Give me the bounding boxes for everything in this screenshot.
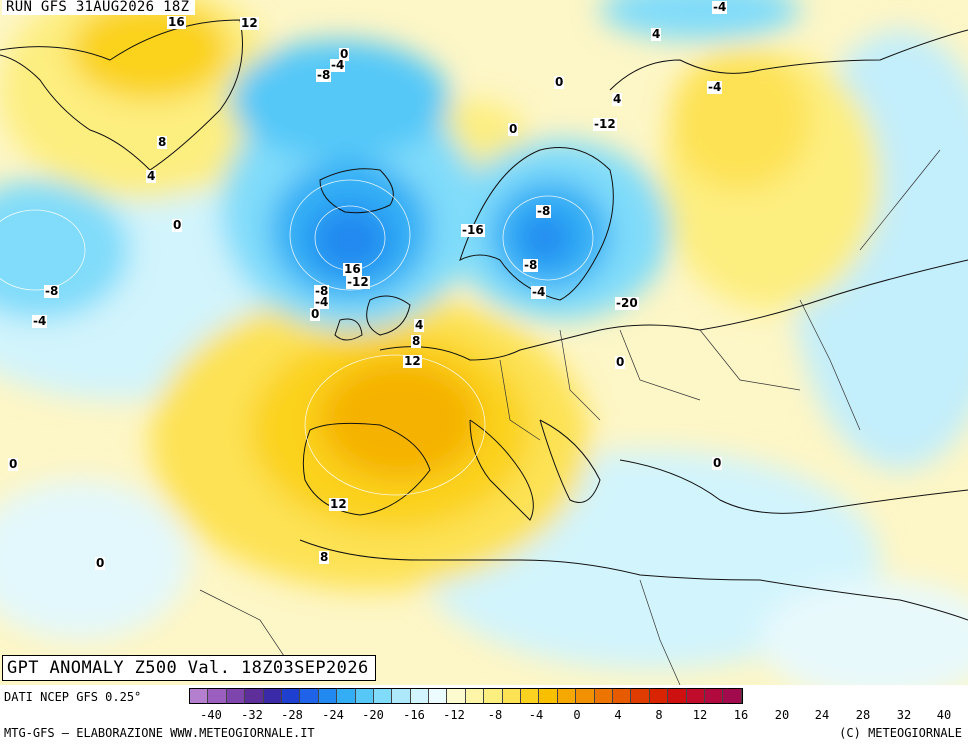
- contour-label: 0: [554, 75, 565, 89]
- contour-label: -8: [523, 258, 539, 272]
- colorbar-swatch: [429, 689, 448, 703]
- colorbar-tick-label: -4: [528, 708, 544, 722]
- contour-label: 16: [343, 262, 362, 276]
- colorbar-swatch: [465, 689, 485, 703]
- contour-label: 8: [319, 550, 330, 564]
- contour-label: -4: [32, 314, 48, 328]
- colorbar-swatch: [502, 689, 522, 703]
- colorbar-swatch: [484, 689, 503, 703]
- colorbar-swatch: [668, 689, 687, 703]
- colorbar-swatch: [704, 689, 724, 703]
- contour-label: -8: [316, 68, 332, 82]
- contour-label: -16: [461, 223, 485, 237]
- colorbar-tick-label: -20: [362, 708, 384, 722]
- colorbar-swatch: [686, 689, 705, 703]
- contour-label: -8: [44, 284, 60, 298]
- contour-label: -4: [330, 58, 346, 72]
- contour-label: 0: [339, 47, 350, 61]
- contour-label: -4: [707, 80, 723, 94]
- colorbar-tick-label: -12: [443, 708, 465, 722]
- colorbar-swatch: [245, 689, 264, 703]
- colorbar: [189, 688, 743, 704]
- colorbar-swatch: [281, 689, 301, 703]
- colorbar-swatch: [190, 689, 209, 703]
- colorbar-swatch: [318, 689, 338, 703]
- colorbar-swatch: [300, 689, 319, 703]
- contour-label: -12: [346, 275, 370, 289]
- colorbar-swatch: [521, 689, 540, 703]
- colorbar-swatch: [226, 689, 246, 703]
- colorbar-tick-label: 28: [855, 708, 871, 722]
- colorbar-tick-label: 4: [614, 708, 622, 722]
- colorbar-swatch: [631, 689, 650, 703]
- contour-label: -8: [536, 204, 552, 218]
- colorbar-swatch: [594, 689, 613, 703]
- contour-label: 0: [508, 122, 519, 136]
- run-label: RUN GFS 31AUG2026 18Z: [2, 0, 196, 15]
- contour-label: -4: [314, 295, 330, 309]
- contour-label: 0: [8, 457, 19, 471]
- colorbar-tick-label: 40: [936, 708, 952, 722]
- colorbar-tick-label: -40: [200, 708, 222, 722]
- colorbar-swatch: [208, 689, 227, 703]
- contour-label: 4: [146, 169, 157, 183]
- contour-label: 0: [172, 218, 183, 232]
- contour-label: 4: [651, 27, 662, 41]
- colorbar-tick-label: 8: [655, 708, 663, 722]
- contour-label: 12: [403, 354, 422, 368]
- colorbar-swatch: [447, 689, 466, 703]
- contour-label: 0: [95, 556, 106, 570]
- footer-copyright: (C) METEOGIORNALE: [839, 726, 962, 740]
- contour-label: -20: [615, 296, 639, 310]
- contour-label: 12: [240, 16, 259, 30]
- footer-credit: MTG-GFS — ELABORAZIONE WWW.METEOGIORNALE…: [4, 726, 315, 740]
- anomaly-map: RUN GFS 31AUG2026 18Z 16 12 0 -4 -8 8 4 …: [0, 0, 968, 685]
- colorbar-swatch: [723, 689, 742, 703]
- colorbar-tick-label: -16: [403, 708, 425, 722]
- colorbar-swatch: [373, 689, 393, 703]
- colorbar-tick-label: 20: [774, 708, 790, 722]
- colorbar-tick-label: -32: [241, 708, 263, 722]
- contour-label: 12: [329, 497, 348, 511]
- colorbar-tick-label: 12: [692, 708, 708, 722]
- data-credit: DATI NCEP GFS 0.25°: [4, 690, 142, 704]
- map-field: [0, 0, 968, 685]
- colorbar-swatch: [649, 689, 669, 703]
- colorbar-swatch: [355, 689, 374, 703]
- contour-label: 4: [414, 318, 425, 332]
- colorbar-swatch: [337, 689, 356, 703]
- colorbar-swatch: [392, 689, 411, 703]
- contour-label: 16: [167, 15, 186, 29]
- contour-label: -8: [314, 284, 330, 298]
- contour-label: 8: [411, 334, 422, 348]
- colorbar-swatch: [557, 689, 577, 703]
- contour-label: 0: [712, 456, 723, 470]
- colorbar-tick-label: 0: [573, 708, 581, 722]
- contour-label: -4: [531, 285, 547, 299]
- contour-label: -12: [593, 117, 617, 131]
- colorbar-tick-label: -28: [281, 708, 303, 722]
- colorbar-swatch: [539, 689, 558, 703]
- contour-label: 0: [310, 307, 321, 321]
- map-title: GPT ANOMALY Z500 Val. 18Z03SEP2026: [2, 655, 376, 681]
- contour-label: -4: [712, 0, 728, 14]
- contour-label: 0: [615, 355, 626, 369]
- colorbar-tick-label: 32: [896, 708, 912, 722]
- colorbar-tick-label: -24: [322, 708, 344, 722]
- colorbar-swatch: [410, 689, 430, 703]
- contour-label: 8: [157, 135, 168, 149]
- colorbar-tick-label: 16: [733, 708, 749, 722]
- contour-label: 4: [612, 92, 623, 106]
- colorbar-tick-label: -8: [487, 708, 503, 722]
- colorbar-swatch: [263, 689, 282, 703]
- colorbar-swatch: [576, 689, 595, 703]
- colorbar-swatch: [612, 689, 632, 703]
- colorbar-tick-label: 24: [814, 708, 830, 722]
